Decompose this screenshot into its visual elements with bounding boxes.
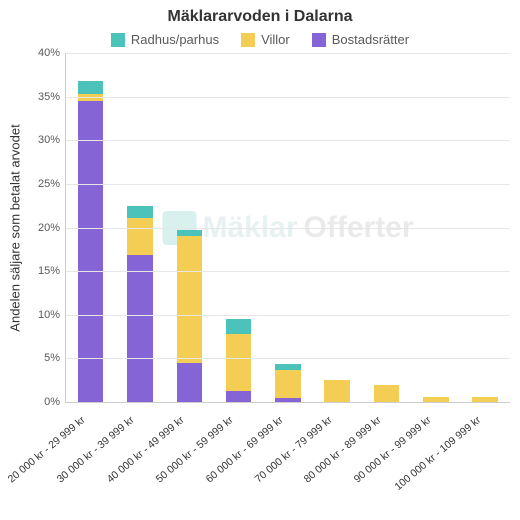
bar-segment-villor (423, 397, 449, 402)
bar-segment-villor (324, 380, 350, 402)
chart-container: Mäklararvoden i Dalarna Radhus/parhus Vil… (0, 0, 520, 520)
grid-line (66, 271, 510, 272)
y-tick-label: 40% (38, 47, 66, 59)
y-tick-label: 5% (44, 352, 66, 364)
bar-segment-bostadsratter (177, 363, 203, 402)
bar-segment-villor (226, 334, 252, 391)
bar-segment-villor (472, 397, 498, 402)
bar-segment-villor (275, 370, 301, 398)
bar-segment-villor (177, 236, 203, 363)
legend-swatch (111, 33, 125, 47)
y-axis-label: Andelen säljare som betalat arvodet (8, 124, 23, 331)
y-tick-label: 0% (44, 396, 66, 408)
legend-item: Radhus/parhus (111, 32, 219, 47)
y-tick-label: 25% (38, 178, 66, 190)
legend-swatch (241, 33, 255, 47)
legend-label: Bostadsrätter (332, 32, 409, 47)
legend: Radhus/parhus Villor Bostadsrätter (10, 32, 510, 47)
bar-segment-bostadsratter (127, 255, 153, 402)
y-tick-label: 10% (38, 309, 66, 321)
x-axis-labels: 20 000 kr - 29 999 kr30 000 kr - 39 999 … (55, 410, 500, 510)
grid-line (66, 53, 510, 54)
legend-item: Bostadsrätter (312, 32, 409, 47)
y-tick-label: 30% (38, 134, 66, 146)
y-tick-label: 35% (38, 91, 66, 103)
legend-item: Villor (241, 32, 290, 47)
grid-line (66, 315, 510, 316)
y-tick-label: 20% (38, 222, 66, 234)
legend-swatch (312, 33, 326, 47)
chart-title: Mäklararvoden i Dalarna (10, 8, 510, 26)
plot-area: Andelen säljare som betalat arvodet Mäkl… (65, 53, 510, 403)
bar-segment-bostadsratter (275, 398, 301, 402)
y-tick-label: 15% (38, 265, 66, 277)
grid-line (66, 97, 510, 98)
plot: MäklarOfferter 0%5%10%15%20%25%30%35%40% (65, 53, 510, 403)
bar-segment-radhus (127, 206, 153, 218)
bar-segment-bostadsratter (78, 101, 104, 402)
bar-segment-radhus (78, 81, 104, 94)
bar-segment-villor (374, 385, 400, 402)
x-label-slot: 100 000 kr - 109 999 kr (451, 410, 500, 510)
bar-segment-radhus (226, 319, 252, 334)
grid-line (66, 228, 510, 229)
bar-segment-villor (127, 218, 153, 256)
legend-label: Radhus/parhus (131, 32, 219, 47)
bar-segment-bostadsratter (226, 391, 252, 402)
grid-line (66, 184, 510, 185)
grid-line (66, 358, 510, 359)
grid-line (66, 140, 510, 141)
legend-label: Villor (261, 32, 290, 47)
